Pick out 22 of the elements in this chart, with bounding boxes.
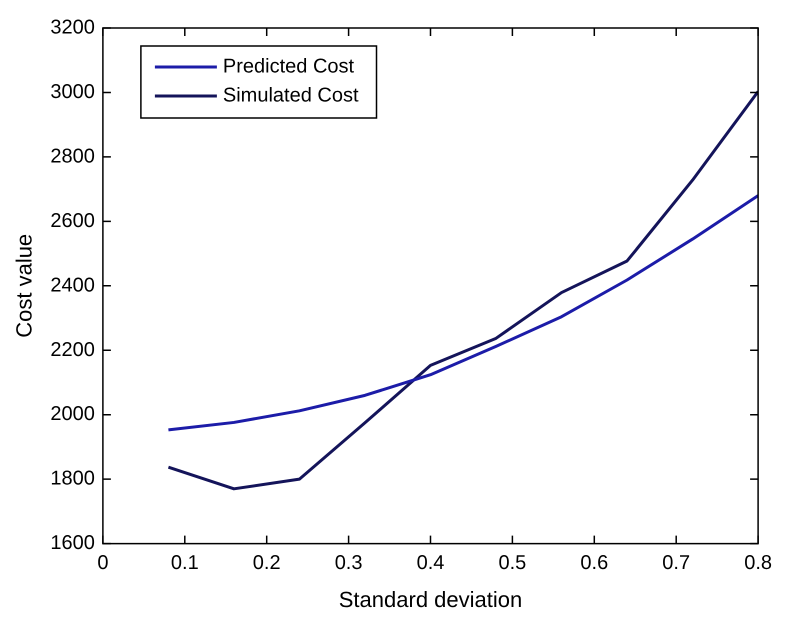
y-tick-label: 3000: [50, 80, 95, 103]
y-tick-label: 1600: [50, 532, 95, 554]
x-tick-label: 0.1: [170, 552, 199, 574]
y-tick-label: 3200: [50, 16, 95, 39]
x-tick-label: 0.7: [662, 552, 690, 574]
y-tick-label: 1800: [50, 468, 95, 490]
y-tick-label: 2600: [50, 210, 95, 232]
x-tick-label: 0.4: [416, 552, 444, 574]
x-tick-label: 0.5: [498, 552, 526, 574]
x-tick-label: 0.3: [334, 552, 362, 574]
legend-label: Simulated Cost: [222, 84, 359, 107]
x-tick-label: 0.8: [744, 552, 772, 574]
x-tick-label: 0.2: [252, 552, 281, 574]
y-axis-title: Cost value: [11, 234, 36, 338]
y-tick-label: 2200: [50, 338, 95, 361]
legend-label: Predicted Cost: [222, 56, 355, 78]
y-tick-label: 2000: [50, 403, 95, 426]
x-tick-label: 0: [97, 552, 108, 574]
y-tick-label: 2800: [50, 145, 95, 168]
x-axis-title: Standard deviation: [338, 586, 522, 612]
y-tick-label: 2400: [50, 274, 95, 296]
x-tick-label: 0.6: [580, 552, 608, 574]
